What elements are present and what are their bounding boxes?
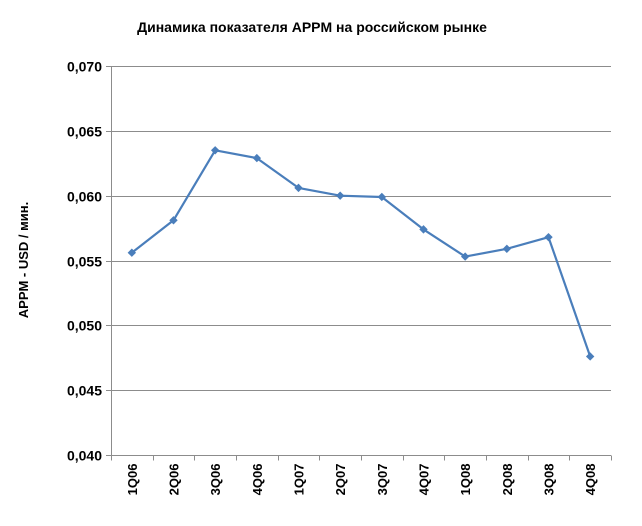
y-tick-label: 0,045 — [67, 383, 102, 399]
y-tick-label: 0,070 — [67, 59, 102, 75]
y-tick-label: 0,060 — [67, 189, 102, 205]
data-point — [210, 146, 220, 155]
data-point — [377, 192, 387, 202]
data-point — [460, 252, 470, 261]
x-tick-label: 3Q06 — [208, 464, 223, 496]
x-tick-label: 4Q07 — [417, 464, 432, 496]
x-tick-label: 3Q07 — [375, 464, 390, 496]
data-point — [127, 248, 137, 257]
y-tick-label: 0,050 — [67, 318, 102, 334]
x-tick-labels: 1Q06 2Q06 3Q06 4Q06 1Q07 2Q07 3Q07 4Q07 1Q08 2Q08… — [125, 464, 598, 496]
data-point — [169, 216, 178, 225]
series-line — [131, 149, 592, 357]
y-axis-label: APPM - USD / мин. — [16, 202, 31, 318]
series-layer — [127, 146, 595, 361]
x-tick-label: 3Q08 — [542, 464, 557, 496]
x-tick-label: 4Q08 — [583, 464, 598, 496]
data-point — [502, 244, 512, 254]
chart-title: Динамика показателя APPM на российском р… — [137, 19, 487, 35]
axes — [106, 66, 612, 461]
x-tick-label: 1Q06 — [125, 464, 140, 496]
data-point — [585, 352, 595, 361]
x-tick-label: 2Q07 — [333, 464, 348, 496]
data-point — [252, 153, 262, 163]
data-point — [294, 183, 303, 193]
data-point — [419, 225, 428, 234]
gridlines — [111, 66, 611, 391]
data-point — [544, 232, 553, 242]
data-point — [335, 191, 345, 200]
y-tick-label: 0,055 — [67, 254, 102, 270]
y-tick-label: 0,040 — [67, 448, 102, 464]
y-tick-label: 0,065 — [67, 124, 102, 140]
x-tick-label: 2Q08 — [500, 464, 515, 496]
x-tick-label: 2Q06 — [167, 464, 182, 496]
x-tick-label: 1Q07 — [292, 464, 307, 496]
x-tick-label: 4Q06 — [250, 464, 265, 496]
x-tick-label: 1Q08 — [458, 464, 473, 496]
y-tick-labels: 0,040 0,045 0,050 0,055 0,060 0,065 0,070 — [67, 59, 102, 464]
